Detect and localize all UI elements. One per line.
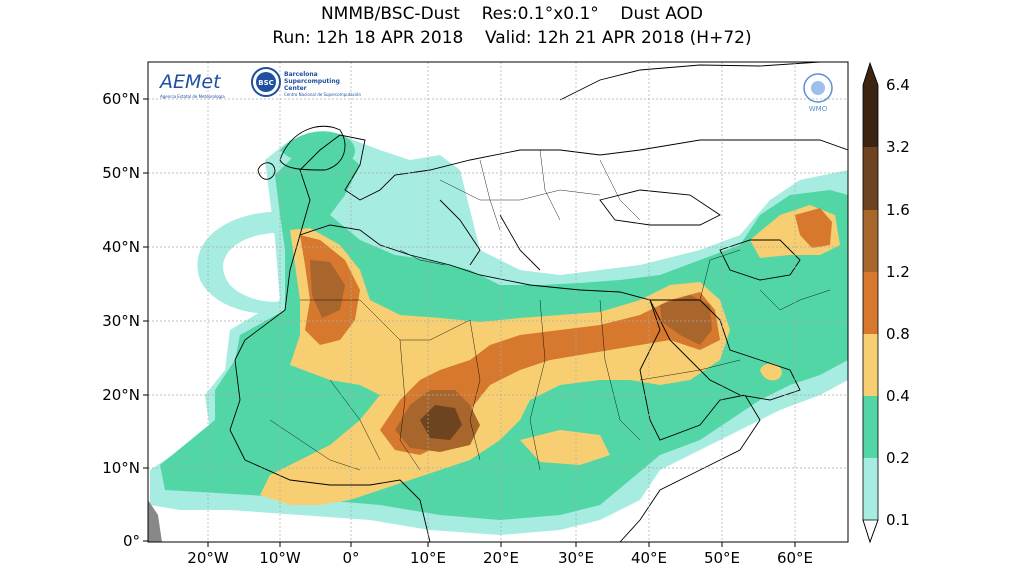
lat-tick-label: 10°N bbox=[102, 459, 140, 477]
lat-tick-label: 60°N bbox=[102, 90, 140, 108]
aod-uk-plume bbox=[280, 131, 355, 165]
colorbar-outline bbox=[862, 61, 879, 544]
lat-tick-label: 30°N bbox=[102, 312, 140, 330]
lat-tick-label: 0° bbox=[123, 532, 140, 550]
colorbar-swatch bbox=[863, 272, 878, 334]
colorbar-label: 1.6 bbox=[886, 201, 910, 219]
graticule bbox=[148, 62, 848, 542]
colorbar-swatch bbox=[863, 210, 878, 272]
colorbar-swatch bbox=[863, 334, 878, 396]
country-borders bbox=[269, 149, 831, 471]
lon-tick-label: 30°E bbox=[558, 549, 594, 567]
no-data-corner bbox=[148, 500, 162, 542]
aod-east-orange bbox=[795, 208, 832, 248]
colorbar-extend-bottom bbox=[862, 519, 879, 544]
colorbar-label: 0.1 bbox=[886, 511, 910, 529]
bsc-logo: BSC Barcelona Supercomputing Center Cent… bbox=[251, 67, 362, 97]
colorbar: 6.4 3.2 1.6 1.2 0.8 0.4 0.2 0.1 bbox=[862, 61, 910, 544]
bsc-logo-badge: BSC bbox=[258, 79, 274, 87]
map-panel bbox=[147, 61, 849, 543]
aemet-logo: AEMet Agencia Estatal de Meteorología bbox=[158, 71, 225, 99]
lon-tick-label: 0° bbox=[342, 549, 359, 567]
map-title-line-1: NMMB/BSC-Dust Res:0.1°x0.1° Dust AOD bbox=[320, 4, 704, 24]
map-frame bbox=[147, 61, 849, 543]
aod-sahel-yellow bbox=[520, 430, 610, 465]
wmo-logo-ring bbox=[803, 73, 833, 103]
aod-band-1-6 bbox=[420, 405, 462, 440]
wmo-logo: WMO bbox=[803, 73, 833, 113]
aemet-logo-subtitle: Agencia Estatal de Meteorología bbox=[160, 94, 225, 99]
aemet-logo-text: AEMet bbox=[158, 71, 222, 93]
lon-tick-label: 60°E bbox=[777, 549, 813, 567]
colorbar-label: 1.2 bbox=[886, 263, 910, 281]
lon-tick-label: 50°E bbox=[704, 549, 740, 567]
bsc-logo-disc bbox=[256, 72, 276, 92]
longitude-axis: 20°W 10°W 0° 10°E 20°E 30°E 40°E 50°E 60… bbox=[187, 542, 813, 567]
latitude-axis: 60°N 50°N 40°N 30°N 20°N 10°N 0° bbox=[102, 90, 148, 550]
aod-westafrica-brown bbox=[310, 260, 345, 318]
bsc-logo-name-2: Supercomputing bbox=[284, 78, 340, 85]
bsc-logo-name-3: Center bbox=[284, 85, 307, 92]
colorbar-label: 0.2 bbox=[886, 449, 910, 467]
wmo-logo-globe bbox=[811, 81, 825, 95]
lon-tick-label: 20°W bbox=[187, 549, 229, 567]
coastlines bbox=[229, 62, 848, 542]
lat-tick-label: 50°N bbox=[102, 164, 140, 182]
map-title-line-2: Run: 12h 18 APR 2018 Valid: 12h 21 APR 2… bbox=[272, 28, 752, 48]
colorbar-label: 6.4 bbox=[886, 76, 910, 94]
colorbar-swatch bbox=[863, 396, 878, 458]
lon-tick-label: 10°E bbox=[410, 549, 446, 567]
bsc-logo-subtitle: Centro Nacional de Supercomputación bbox=[284, 92, 362, 97]
lon-tick-label: 10°W bbox=[259, 549, 301, 567]
colorbar-swatch bbox=[863, 458, 878, 520]
lat-tick-label: 20°N bbox=[102, 386, 140, 404]
colorbar-swatch bbox=[863, 85, 878, 147]
dust-aod-field bbox=[148, 62, 848, 542]
aod-iraq-brown bbox=[660, 295, 712, 345]
bsc-logo-name-1: Barcelona bbox=[284, 71, 318, 78]
lon-tick-label: 40°E bbox=[631, 549, 667, 567]
lon-tick-label: 20°E bbox=[483, 549, 519, 567]
colorbar-label: 3.2 bbox=[886, 138, 910, 156]
colorbar-extend-top bbox=[863, 63, 878, 85]
colorbar-label: 0.8 bbox=[886, 325, 910, 343]
colorbar-swatch bbox=[863, 147, 878, 210]
colorbar-label: 0.4 bbox=[886, 387, 910, 405]
lat-tick-label: 40°N bbox=[102, 238, 140, 256]
wmo-logo-text: WMO bbox=[809, 105, 828, 113]
aod-arabia-dot bbox=[760, 363, 782, 381]
